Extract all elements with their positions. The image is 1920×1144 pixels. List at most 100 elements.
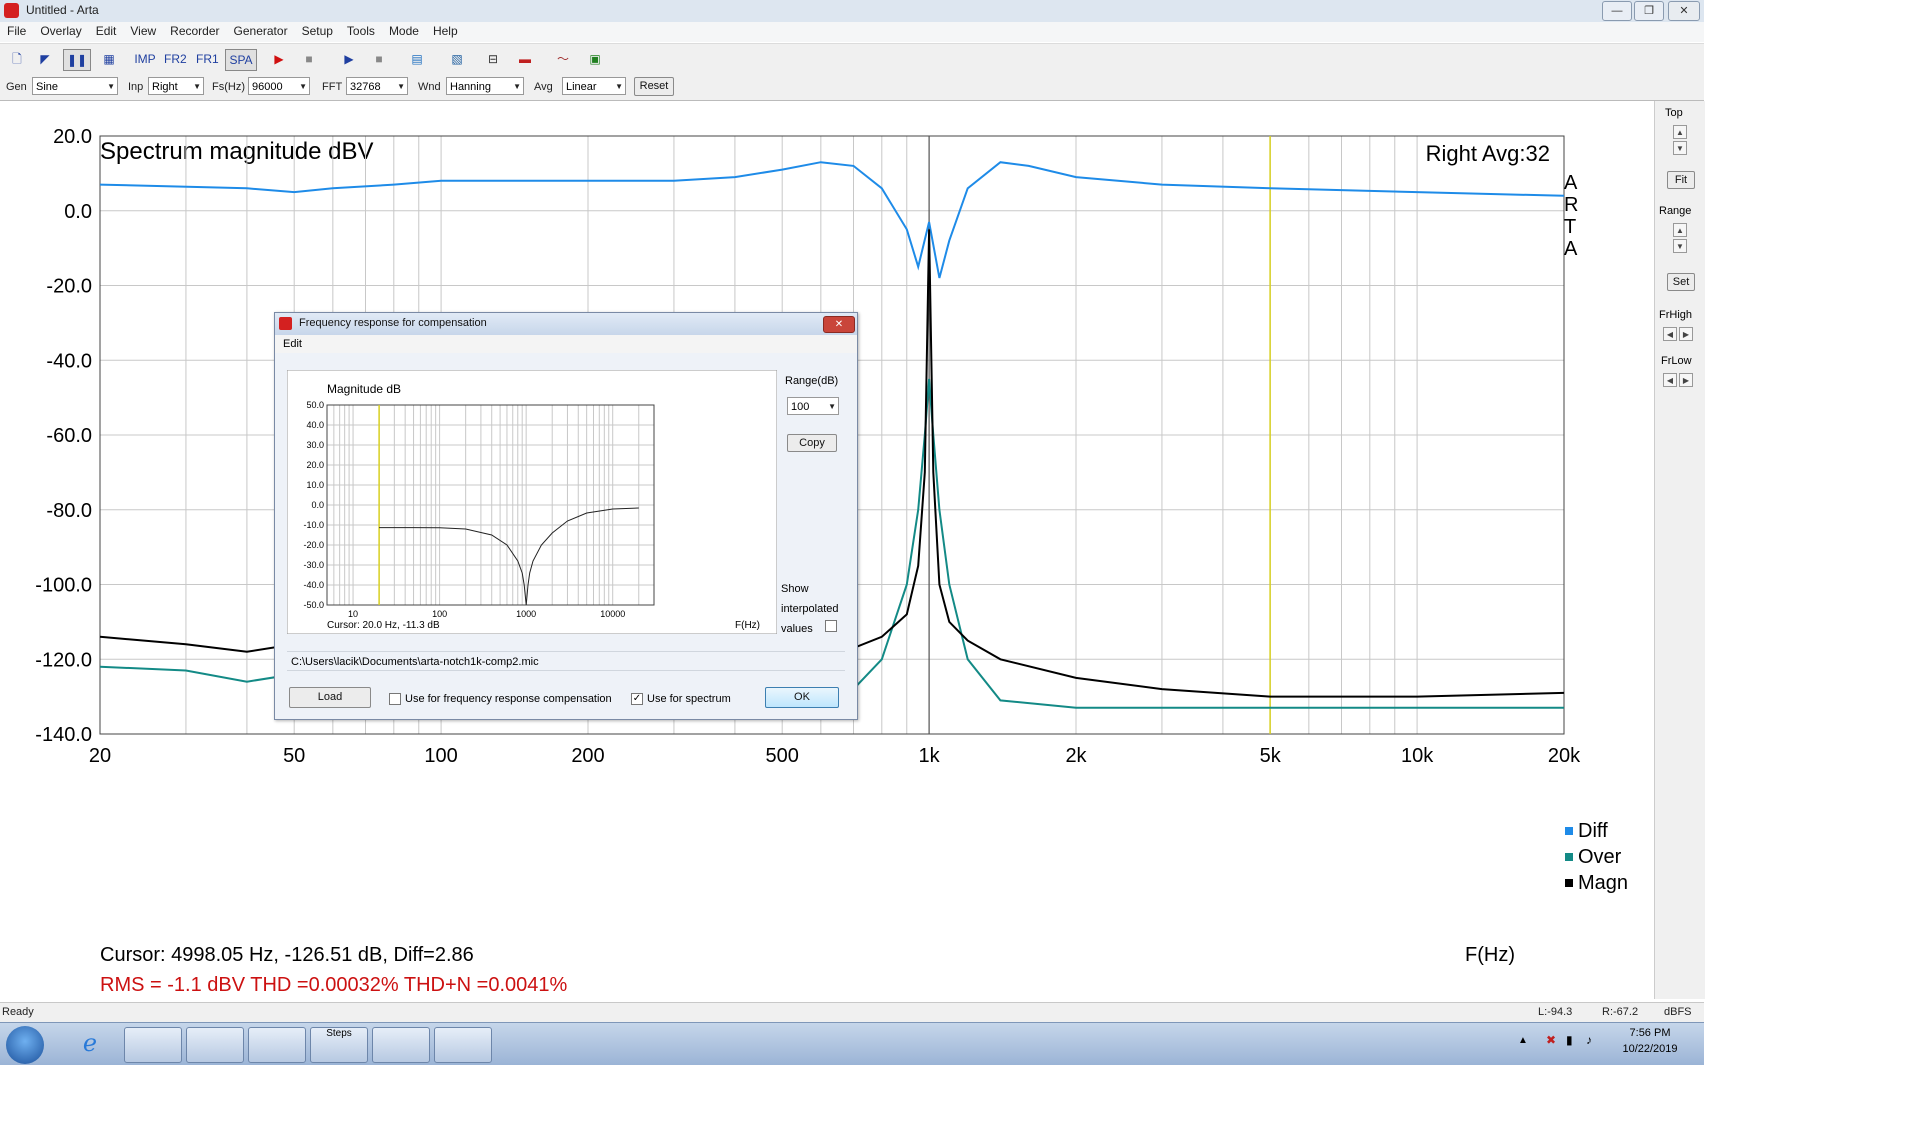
menu-help[interactable]: Help — [432, 24, 458, 38]
explorer-icon[interactable] — [124, 1027, 182, 1063]
use-spec-checkbox[interactable]: ✓ — [631, 693, 643, 705]
steps-app-icon[interactable]: Steps — [310, 1027, 368, 1063]
wnd-select[interactable]: Hanning ▼ — [446, 77, 524, 95]
record-play-icon[interactable]: ▶ — [274, 52, 284, 66]
grid-icon[interactable]: ▦ — [103, 52, 115, 66]
range-label: Range — [1659, 205, 1692, 217]
arta-task-icon[interactable] — [372, 1027, 430, 1063]
ie-icon[interactable]: ℯ — [82, 1030, 98, 1057]
clock-date[interactable]: 10/22/2019 — [1622, 1043, 1678, 1055]
frlow-right-button[interactable]: ▶ — [1679, 373, 1693, 387]
menu-edit[interactable]: Edit — [95, 24, 117, 38]
copy-button[interactable]: Copy — [787, 434, 837, 452]
chrome-icon[interactable] — [248, 1027, 306, 1063]
menu-view[interactable]: View — [130, 24, 157, 38]
magnitude-chart[interactable]: Magnitude dB 50.0 40.0 30.0 20.0 10.0 0.0 -10.… — [287, 370, 777, 634]
arta-app-icon — [279, 317, 292, 330]
flag-icon[interactable]: ▬ — [519, 52, 531, 66]
pause-icon[interactable]: ❚❚ — [63, 49, 91, 71]
frhigh-right-button[interactable]: ▶ — [1679, 327, 1693, 341]
meter-icon[interactable]: ▣ — [589, 52, 601, 66]
chart-title: Spectrum magnitude dBV — [100, 138, 373, 165]
fit-button[interactable]: Fit — [1667, 171, 1695, 189]
legend: Diff Over Magn — [1565, 820, 1628, 894]
start-button[interactable] — [6, 1026, 44, 1064]
show-interp-line1: Show — [781, 583, 809, 595]
file-path: C:\Users\lacik\Documents\arta-notch1k-co… — [287, 651, 845, 671]
wnd-label: Wnd — [418, 81, 441, 93]
spa-button[interactable]: SPA — [225, 49, 257, 71]
plot-frame — [326, 404, 655, 606]
y-tick-label: -80.0 — [46, 500, 92, 522]
slider-icon[interactable]: ⊟ — [487, 52, 499, 66]
menu-file[interactable]: File — [7, 24, 27, 38]
signal-icon[interactable]: ▮ — [1566, 1033, 1573, 1047]
dialog-close-button[interactable]: ✕ — [823, 316, 855, 333]
title-bar: Untitled - Arta — ❐ ✕ — [0, 0, 1704, 23]
play-icon[interactable]: ▶ — [344, 52, 354, 66]
fs-label: Fs(Hz) — [212, 81, 245, 93]
abc-icon[interactable]: ▤ — [411, 52, 423, 66]
axis-labels: 20.0 0.0 -20.0 -40.0 -60.0 -80.0 -100.0 -120.0 -… — [35, 126, 1581, 767]
fft-select[interactable]: 32768 ▼ — [346, 77, 408, 95]
top-up-button[interactable]: ▲ — [1673, 125, 1687, 139]
network-icon[interactable]: ✖ — [1546, 1033, 1557, 1047]
inp-select[interactable]: Right ▼ — [148, 77, 204, 95]
tray-chevron-icon[interactable]: ▲ — [1518, 1035, 1528, 1046]
menu-generator[interactable]: Generator — [233, 24, 288, 38]
menu-bar: File Overlay Edit View Recorder Generator Setu… — [0, 22, 1704, 42]
fr1-button[interactable]: FR1 — [196, 52, 219, 66]
frlow-left-button[interactable]: ◀ — [1663, 373, 1677, 387]
chevron-down-icon: ▼ — [193, 82, 201, 91]
avg-select[interactable]: Linear ▼ — [562, 77, 626, 95]
media-player-icon[interactable] — [186, 1027, 244, 1063]
ok-button[interactable]: OK — [765, 687, 839, 708]
fs-select[interactable]: 96000 ▼ — [248, 77, 310, 95]
use-freq-checkbox[interactable] — [389, 693, 401, 705]
legend-magn: Magn — [1578, 872, 1628, 894]
reset-button[interactable]: Reset — [634, 77, 674, 96]
menu-overlay[interactable]: Overlay — [40, 24, 82, 38]
fft-label: FFT — [322, 81, 343, 93]
frhigh-left-button[interactable]: ◀ — [1663, 327, 1677, 341]
pattern-icon[interactable]: ▧ — [451, 52, 463, 66]
minimize-button[interactable]: — — [1602, 1, 1632, 21]
arta-letter-t: T — [1564, 216, 1576, 238]
new-file-icon[interactable]: 🗋 — [12, 52, 22, 66]
menu-setup[interactable]: Setup — [301, 24, 333, 38]
paint-icon[interactable] — [434, 1027, 492, 1063]
close-button[interactable]: ✕ — [1668, 1, 1700, 21]
x-tick-label: 500 — [766, 745, 799, 767]
set-button[interactable]: Set — [1667, 273, 1695, 291]
menu-tools[interactable]: Tools — [346, 24, 375, 38]
x-tick-label: 10k — [1401, 745, 1434, 767]
status-left-level: L:-94.3 — [1538, 1006, 1573, 1018]
arta-letter-a2: A — [1564, 238, 1578, 260]
show-interp-checkbox[interactable] — [825, 620, 837, 632]
waveform-icon[interactable]: 〜 — [556, 52, 569, 66]
imp-button[interactable]: IMP — [134, 52, 156, 66]
range-up-button[interactable]: ▲ — [1673, 223, 1687, 237]
mini-line — [378, 405, 639, 606]
show-interp-label: Show interpolated values — [781, 579, 839, 639]
range-db-select[interactable]: 100 ▼ — [787, 397, 839, 415]
show-interp-line2: interpolated — [781, 603, 839, 615]
maximize-button[interactable]: ❐ — [1634, 1, 1664, 21]
menu-recorder[interactable]: Recorder — [170, 24, 220, 38]
fr2-button[interactable]: FR2 — [164, 52, 187, 66]
mini-cursor-readout: Cursor: 20.0 Hz, -11.3 dB — [327, 620, 440, 631]
stop2-icon[interactable]: ■ — [375, 52, 383, 66]
menu-mode[interactable]: Mode — [388, 24, 419, 38]
chevron-down-icon: ▼ — [513, 82, 521, 91]
top-down-button[interactable]: ▼ — [1673, 141, 1687, 155]
right-panel: Top ▲ ▼ Fit Range ▲ ▼ Set FrHigh ◀ ▶ FrL… — [1654, 101, 1705, 999]
y-tick-label: -30.0 — [303, 560, 324, 570]
load-button[interactable]: Load — [289, 687, 371, 708]
volume-icon[interactable]: ♪ — [1586, 1033, 1592, 1047]
open-icon[interactable]: ◤ — [40, 52, 50, 66]
gen-select[interactable]: Sine ▼ — [32, 77, 118, 95]
dialog-menu-edit[interactable]: Edit — [283, 338, 302, 350]
stop-icon[interactable]: ■ — [305, 52, 313, 66]
range-down-button[interactable]: ▼ — [1673, 239, 1687, 253]
clock-time[interactable]: 7:56 PM — [1629, 1027, 1671, 1039]
